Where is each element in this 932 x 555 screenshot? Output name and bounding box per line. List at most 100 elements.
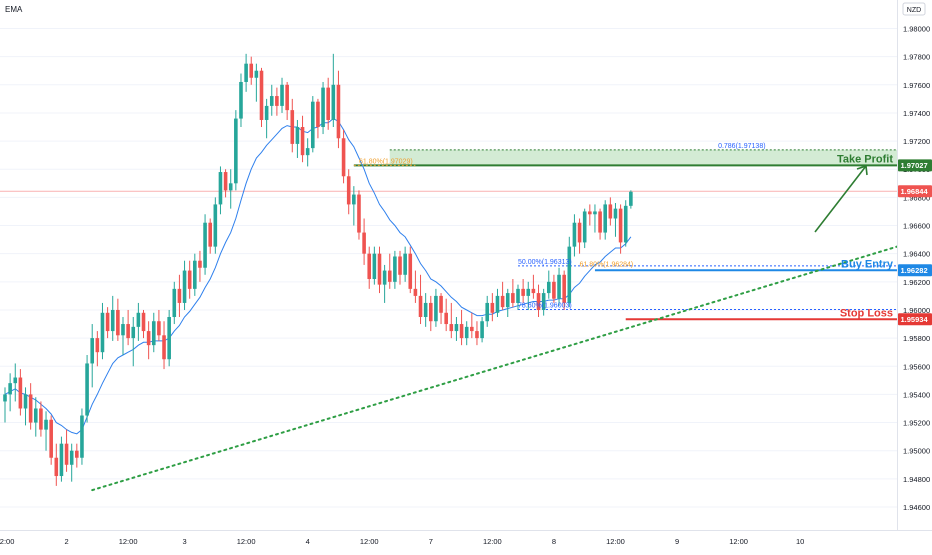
y-tick-label: 1.97800 (903, 53, 930, 62)
support-trendline[interactable] (91, 245, 898, 492)
candle-body (557, 274, 561, 299)
candle-body (90, 338, 95, 364)
current-price-tag: 1.96844 (898, 185, 932, 198)
candle-body (485, 302, 490, 322)
candle-body (203, 222, 207, 268)
candle-body (244, 63, 248, 82)
candle-body (162, 335, 166, 360)
stop-loss-price-tag: 1.95934 (898, 313, 932, 326)
candle-body (136, 312, 141, 327)
y-tick-label: 1.96200 (903, 278, 930, 287)
y-tick-label: 1.94800 (903, 475, 930, 484)
candle-body (387, 270, 392, 282)
candle-body (475, 331, 479, 339)
candle-body (64, 443, 69, 465)
candle-body (85, 363, 89, 416)
fib-786-label: 0.786(1.97138) (718, 143, 765, 150)
candle-body (33, 408, 38, 423)
candle-body (177, 288, 182, 303)
y-tick-label: 1.96600 (903, 222, 930, 231)
candle-body (480, 321, 484, 339)
candle-body (223, 172, 228, 191)
candle-body (95, 338, 100, 353)
candle-body (618, 208, 623, 243)
x-tick-label: 12:00 (237, 537, 256, 546)
candle-body (439, 295, 443, 313)
y-tick-label: 1.94600 (903, 503, 930, 512)
y-tick-label: 1.95600 (903, 362, 930, 371)
currency-badge[interactable]: NZD (902, 2, 926, 16)
svg-text:1.95934: 1.95934 (901, 315, 929, 324)
x-tick-label: 7 (429, 537, 433, 546)
currency-label: NZD (907, 7, 921, 14)
candle-body (398, 256, 402, 275)
candle-body (264, 105, 269, 120)
candle-body (28, 394, 33, 423)
y-tick-label: 1.95200 (903, 419, 930, 428)
candle-body (8, 383, 12, 395)
candle-body (588, 211, 592, 215)
candle-body (69, 450, 74, 465)
candle-body (280, 84, 284, 106)
candle-body (295, 127, 300, 144)
time-axis[interactable]: 12:00 2 12:00 3 12:00 4 12:00 7 12:00 8 12:00 9 12:0… (0, 537, 804, 546)
candle-body (23, 394, 28, 409)
candle-body (146, 331, 151, 346)
candle-body (459, 324, 464, 339)
y-tick-label: 1.95000 (903, 447, 930, 456)
x-tick-label: 3 (182, 537, 186, 546)
candle-body (228, 183, 233, 191)
x-tick-label: 12:00 (606, 537, 625, 546)
x-tick-label: 4 (306, 537, 310, 546)
candle-body (444, 312, 448, 325)
candle-body (470, 326, 474, 332)
fib-618-mid-label: 61.80%(1.96284) (580, 261, 634, 268)
take-profit-zone (389, 149, 897, 166)
candle-body (367, 253, 372, 280)
buy-entry-price-tag: 1.96282 (898, 264, 932, 277)
candle-body (105, 312, 110, 332)
candle-body (629, 191, 633, 206)
candle-body (100, 312, 105, 353)
candle-body (454, 324, 459, 332)
candle-body (187, 270, 192, 289)
take-profit-label: Take Profit (837, 153, 893, 165)
y-tick-label: 1.97400 (903, 109, 930, 118)
y-tick-label: 1.97600 (903, 81, 930, 90)
candle-body (526, 288, 531, 296)
candle-body (151, 321, 156, 346)
candle-body (259, 70, 264, 120)
y-tick-label: 1.95400 (903, 390, 930, 399)
candle-body (490, 302, 495, 313)
candle-body (352, 194, 356, 205)
candle-body (316, 101, 320, 128)
candle-body (321, 87, 325, 128)
candle-body (54, 457, 59, 477)
price-axis[interactable]: 1.94600 1.94800 1.95000 1.95200 1.95400 1.956… (903, 25, 930, 513)
grid (0, 28, 897, 508)
candle-body (182, 270, 187, 303)
x-tick-label: 12:00 (0, 537, 14, 546)
candle-body (372, 253, 377, 280)
candle-body (269, 96, 274, 106)
candle-body (613, 208, 618, 219)
svg-text:1.97027: 1.97027 (901, 161, 928, 170)
candle-body (249, 63, 254, 78)
candle-body (562, 274, 566, 303)
candle-body (531, 288, 536, 294)
candle-body (213, 204, 218, 247)
candle-body (382, 270, 387, 285)
candle-body (546, 281, 551, 294)
candle-body (116, 309, 120, 336)
candle-body (408, 253, 413, 289)
candle-body (254, 70, 259, 78)
candle-body (623, 205, 628, 243)
ema-indicator-label[interactable]: EMA (5, 5, 23, 14)
x-tick-label: 8 (552, 537, 556, 546)
candle-body (428, 302, 433, 322)
candle-body (167, 317, 171, 360)
candle-body (239, 81, 243, 119)
candle-body (598, 211, 602, 233)
svg-text:1.96844: 1.96844 (901, 187, 929, 196)
